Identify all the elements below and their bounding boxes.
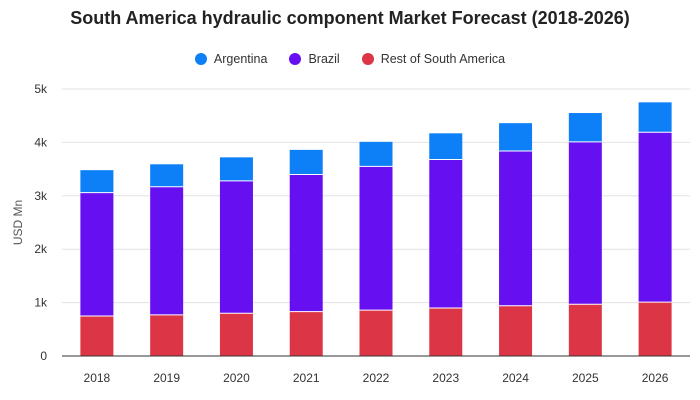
bar-brazil-2022[interactable] — [359, 166, 393, 311]
bar-rest-of-south-america-2025[interactable] — [568, 304, 602, 356]
bar-brazil-2020[interactable] — [219, 180, 253, 314]
bar-argentina-2026[interactable] — [638, 102, 672, 133]
bar-argentina-2019[interactable] — [150, 164, 184, 187]
chart-title: South America hydraulic component Market… — [70, 8, 630, 28]
bar-rest-of-south-america-2024[interactable] — [499, 305, 533, 356]
y-tick-label: 1k — [34, 296, 48, 310]
bar-rest-of-south-america-2021[interactable] — [289, 311, 323, 356]
legend-label-argentina: Argentina — [213, 52, 268, 66]
bar-brazil-2025[interactable] — [568, 141, 602, 305]
legend-swatch-argentina — [194, 53, 207, 65]
y-tick-label: 5k — [34, 82, 48, 96]
x-tick-label: 2019 — [153, 371, 180, 385]
legend-item-argentina[interactable]: Argentina — [194, 52, 268, 66]
bar-rest-of-south-america-2020[interactable] — [219, 313, 253, 356]
bar-rest-of-south-america-2019[interactable] — [150, 314, 184, 356]
chart-legend: Argentina Brazil Rest of South America — [0, 52, 700, 66]
x-tick-label: 2026 — [642, 371, 669, 385]
bar-argentina-2024[interactable] — [499, 123, 533, 151]
bar-argentina-2021[interactable] — [289, 149, 323, 175]
x-tick-label: 2023 — [432, 371, 459, 385]
y-axis-title: USD Mn — [11, 200, 25, 245]
bar-brazil-2026[interactable] — [638, 132, 672, 303]
legend-item-rest-of-south-america[interactable]: Rest of South America — [361, 52, 506, 66]
bar-argentina-2022[interactable] — [359, 141, 393, 167]
bar-argentina-2020[interactable] — [219, 157, 253, 181]
bar-argentina-2023[interactable] — [429, 133, 463, 160]
bar-argentina-2025[interactable] — [568, 113, 602, 142]
x-tick-label: 2021 — [293, 371, 320, 385]
x-tick-label: 2025 — [572, 371, 599, 385]
y-tick-label: 0 — [40, 349, 47, 363]
bar-brazil-2019[interactable] — [150, 186, 184, 315]
bar-brazil-2018[interactable] — [80, 192, 114, 316]
bar-brazil-2021[interactable] — [289, 174, 323, 312]
y-tick-label: 4k — [34, 135, 48, 149]
x-tick-label: 2020 — [223, 371, 250, 385]
legend-item-brazil[interactable]: Brazil — [289, 52, 340, 66]
bar-rest-of-south-america-2022[interactable] — [359, 310, 393, 356]
legend-label-brazil: Brazil — [308, 52, 340, 66]
legend-swatch-rest-of-south-america — [361, 53, 374, 65]
x-tick-label: 2018 — [84, 371, 111, 385]
x-tick-label: 2022 — [363, 371, 390, 385]
bar-brazil-2024[interactable] — [499, 150, 533, 306]
y-tick-label: 3k — [34, 189, 48, 203]
legend-label-rest-of-south-america: Rest of South America — [380, 52, 506, 66]
y-tick-label: 2k — [34, 242, 48, 256]
bar-argentina-2018[interactable] — [80, 170, 114, 193]
bar-brazil-2023[interactable] — [429, 159, 463, 308]
x-tick-label: 2024 — [502, 371, 529, 385]
bar-rest-of-south-america-2023[interactable] — [429, 307, 463, 356]
bar-rest-of-south-america-2018[interactable] — [80, 315, 114, 356]
bar-rest-of-south-america-2026[interactable] — [638, 302, 672, 356]
legend-swatch-brazil — [289, 53, 302, 65]
